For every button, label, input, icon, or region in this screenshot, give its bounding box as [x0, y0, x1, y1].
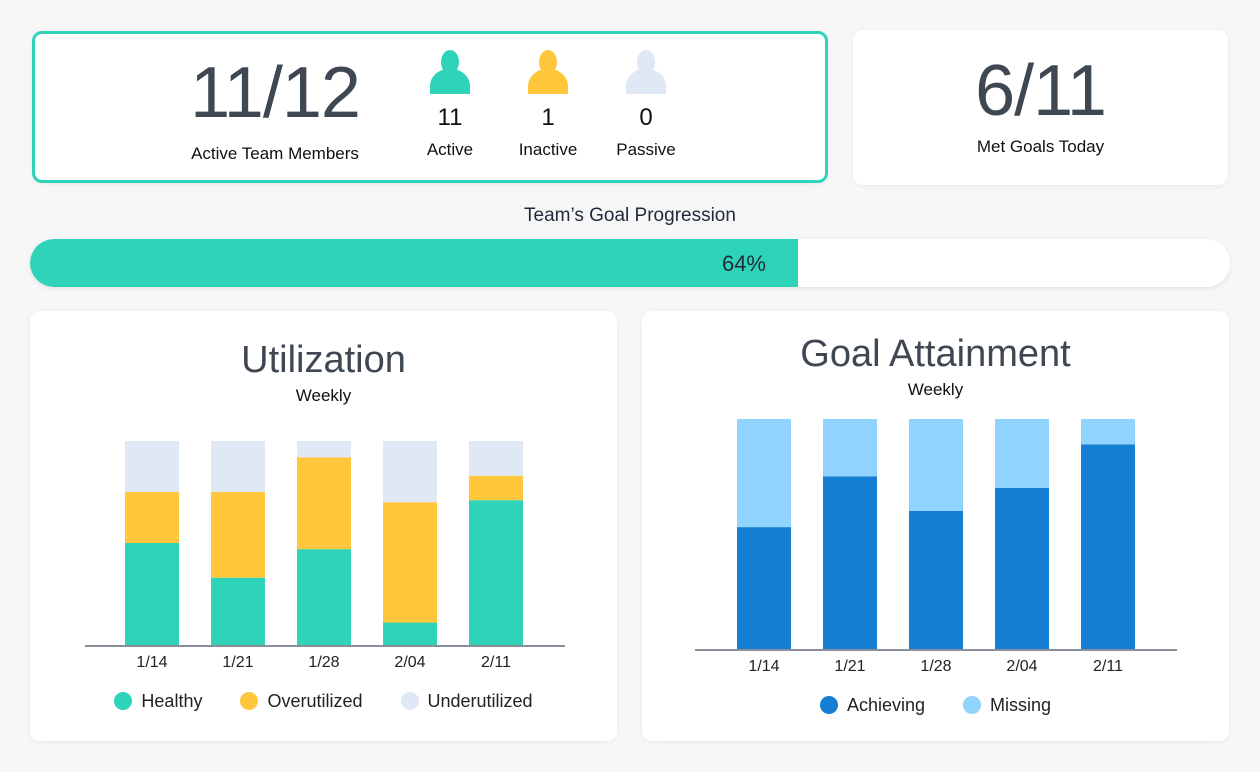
goal-attainment-chart: 1/14 1/21 1/28 2/04 2/11: [695, 419, 1177, 675]
bar-underutilized-1/14: [125, 441, 179, 492]
chart-title: Utilization: [241, 339, 406, 381]
legend-label: Underutilized: [427, 691, 533, 711]
bar-achieving-2/04: [995, 488, 1049, 649]
stat-label: Active: [426, 140, 474, 159]
member-stat-inactive: 1 Inactive: [503, 50, 593, 160]
chart-subtitle: Weekly: [907, 380, 964, 399]
legend-label: Overutilized: [267, 691, 363, 711]
goal-progression-title: Team’s Goal Progression: [524, 205, 736, 226]
goal-attainment-chart-card: Goal Attainment Weekly 1/14 1/21 1/28 2/04 2…: [642, 311, 1229, 741]
bar-overutilized-1/14: [125, 492, 179, 543]
bar-missing-2/11: [1081, 419, 1135, 445]
bar-healthy-1/28: [297, 549, 351, 645]
bar-overutilized-1/28: [297, 457, 351, 550]
x-tick-label: 1/21: [222, 654, 253, 671]
bar-healthy-2/11: [469, 500, 523, 645]
person-icon: [528, 50, 568, 94]
utilization-chart-card: Utilization Weekly 1/14 1/21 1/28 2/04 2/11 …: [30, 311, 617, 741]
legend-dot-icon: [819, 696, 838, 714]
bar-achieving-2/11: [1081, 444, 1135, 649]
legend-dot-icon: [240, 692, 259, 710]
goal-progress-fill: 64%: [30, 239, 798, 287]
bar-healthy-1/14: [125, 543, 179, 645]
bar-healthy-1/21: [211, 577, 265, 645]
legend-label: Achieving: [846, 695, 926, 715]
bar-missing-1/28: [909, 419, 963, 511]
stat-count: 11: [437, 104, 463, 131]
legend-dot-icon: [400, 692, 419, 710]
chart-legend: Achieving Missing: [642, 695, 1229, 716]
met-goals-ratio: 6/11: [975, 51, 1107, 131]
chart-legend: Healthy Overutilized Underutilized: [30, 691, 617, 712]
bar-missing-1/21: [823, 419, 877, 477]
goal-progress-bar: 64%: [30, 239, 1230, 287]
bar-achieving-1/21: [823, 476, 877, 649]
x-tick-label: 1/14: [136, 654, 167, 671]
bar-missing-1/14: [737, 419, 791, 528]
legend-item: Overutilized: [240, 691, 363, 712]
x-tick-label: 1/21: [834, 658, 865, 675]
x-tick-label: 1/28: [920, 658, 951, 675]
person-icon: [430, 50, 470, 94]
chart-title: Goal Attainment: [800, 333, 1071, 375]
met-goals-label: Met Goals Today: [976, 137, 1105, 156]
legend-item: Healthy: [114, 691, 202, 712]
x-tick-label: 2/11: [1093, 658, 1123, 675]
bar-underutilized-2/11: [469, 441, 523, 476]
bar-achieving-1/28: [909, 511, 963, 649]
x-tick-label: 2/04: [394, 654, 425, 671]
bar-missing-2/04: [995, 419, 1049, 488]
bar-overutilized-2/04: [383, 502, 437, 623]
x-tick-label: 2/04: [1006, 658, 1037, 675]
stat-label: Inactive: [518, 140, 578, 159]
bar-underutilized-1/28: [297, 441, 351, 458]
active-team-members-card: 11/12 Active Team Members 11 Active 1 In…: [32, 31, 828, 183]
x-tick-label: 2/11: [481, 654, 511, 671]
bar-achieving-1/14: [737, 527, 791, 649]
stat-label: Passive: [616, 140, 676, 159]
legend-item: Missing: [963, 695, 1051, 716]
bar-underutilized-1/21: [211, 441, 265, 492]
utilization-chart: 1/14 1/21 1/28 2/04 2/11: [85, 441, 565, 671]
stat-count: 0: [639, 104, 653, 131]
active-ratio: 11/12: [190, 53, 361, 133]
stat-count: 1: [541, 104, 555, 131]
legend-item: Underutilized: [400, 691, 533, 712]
person-icon: [626, 50, 666, 94]
member-stat-active: 11 Active: [405, 50, 495, 160]
bar-healthy-2/04: [383, 622, 437, 645]
chart-subtitle: Weekly: [295, 386, 352, 405]
legend-label: Missing: [990, 695, 1052, 715]
legend-dot-icon: [963, 696, 982, 714]
goal-progress-percent: 64%: [721, 251, 766, 276]
x-tick-label: 1/28: [308, 654, 339, 671]
legend-dot-icon: [114, 692, 133, 710]
bar-overutilized-1/21: [211, 492, 265, 578]
legend-label: Healthy: [141, 691, 203, 711]
bar-underutilized-2/04: [383, 441, 437, 503]
member-stat-passive: 0 Passive: [601, 50, 691, 160]
active-ratio-label: Active Team Members: [191, 144, 359, 163]
bar-overutilized-2/11: [469, 475, 523, 501]
met-goals-card: 6/11 Met Goals Today: [853, 30, 1228, 185]
x-tick-label: 1/14: [748, 658, 779, 675]
legend-item: Achieving: [819, 695, 926, 716]
